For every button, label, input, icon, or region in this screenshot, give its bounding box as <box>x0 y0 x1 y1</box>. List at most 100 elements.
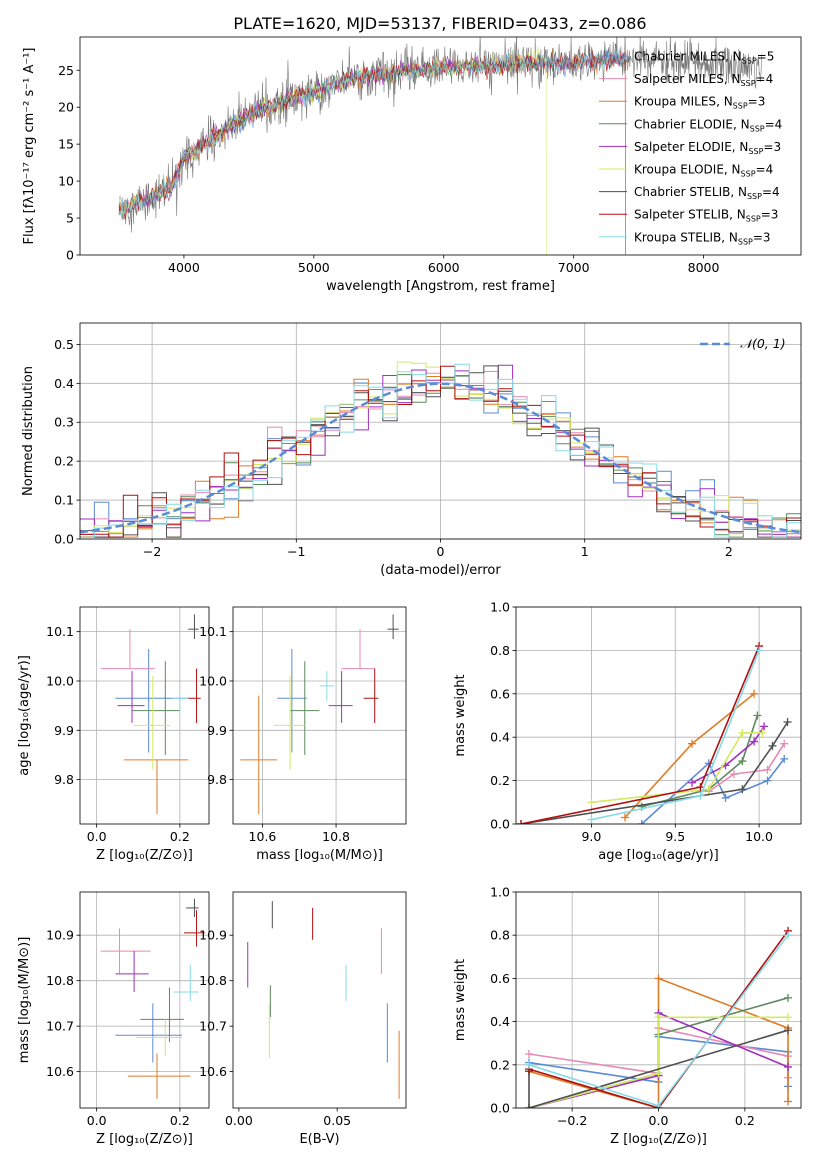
legend-nssp-sub: SSP <box>746 215 761 224</box>
legend-nssp-sub: SSP <box>738 237 753 246</box>
x-axis-label: Z [log₁₀(Z/Z⊙)] <box>610 1132 707 1147</box>
legend-model-name: Kroupa ELODIE <box>634 163 724 177</box>
y-tick-label: 0.6 <box>490 686 510 701</box>
errorbar-point <box>186 898 199 918</box>
legend-nssp-value: 4 <box>775 117 783 131</box>
weight-marker <box>750 737 759 746</box>
weight-marker <box>755 646 764 655</box>
y-tick-label: 1.0 <box>490 885 510 900</box>
y-axis-label: Flux [fλ10⁻¹⁷ erg cm⁻² s⁻¹ A⁻¹] <box>22 48 37 245</box>
x-tick-label: 0.0 <box>87 1113 107 1128</box>
legend-entry: Kroupa STELIB, NSSP=3 <box>634 230 771 246</box>
y-tick-label: 10.0 <box>46 673 74 688</box>
plot-area-residuals <box>80 361 801 538</box>
axes-frame <box>232 606 407 825</box>
panel-mass_vs_Z: 0.0 0.2 10.6 10.7 10.8 10.9 Z [log₁₀(Z/Z⊙)] mas… <box>17 891 210 1147</box>
axes-frame <box>79 606 210 825</box>
weight-marker <box>637 820 646 824</box>
y-tick-label: 10.1 <box>199 624 227 639</box>
legend-nssp-value: 3 <box>773 140 781 154</box>
grid-mass_vs_Z <box>80 892 209 1108</box>
y-tick-label: 0.4 <box>490 730 510 745</box>
errorbar-point <box>136 1019 182 1056</box>
errorbar-point <box>273 676 305 770</box>
weight-line <box>708 743 785 793</box>
histogram-8 <box>80 365 801 538</box>
weight-marker <box>753 711 762 720</box>
legend-nssp-sub: SSP <box>742 57 757 66</box>
weight-marker <box>784 1062 793 1071</box>
y-tick-label: 10.9 <box>199 928 227 943</box>
y-axis-label: mass weight <box>453 959 468 1041</box>
axes-frame <box>232 891 407 1109</box>
weight-marker <box>587 798 596 807</box>
x-tick-label: 0.2 <box>170 1113 190 1128</box>
spectrum-model-line <box>118 45 547 255</box>
errorbar-point <box>171 697 189 714</box>
legend-nssp-value: 5 <box>767 50 775 64</box>
x-tick-label: 0.0 <box>649 1113 669 1128</box>
y-tick-label: 0.1 <box>54 493 74 508</box>
weight-line <box>528 930 789 1108</box>
legend-model-name: Chabrier ELODIE <box>634 117 733 131</box>
figure-title: PLATE=1620, MJD=53137, FIBERID=0433, z=0… <box>233 14 646 33</box>
weight-marker <box>784 993 793 1002</box>
legend-nssp-prefix: , N <box>732 140 749 154</box>
legend-nssp-eq: = <box>761 208 771 222</box>
y-axis-label: Normed distribution <box>21 366 36 496</box>
errorbar-point <box>290 661 320 755</box>
y-tick-label: 0.0 <box>54 532 74 547</box>
errorbar-point <box>188 668 201 723</box>
axes-mass_vs_Z: 0.0 0.2 10.6 10.7 10.8 10.9 Z [log₁₀(Z/Z⊙)] mas… <box>17 891 210 1147</box>
panel-mass_vs_EBV: 0.00 0.05 10.6 10.7 10.8 10.9 E(B-V) <box>199 891 407 1147</box>
legend-nssp-eq: = <box>756 163 766 177</box>
axes-weight_vs_age: 9.0 9.5 10.0 0.0 0.2 0.4 0.6 0.8 1.0 age [log₁₀(a… <box>453 600 802 863</box>
legend-nssp-value: 4 <box>772 185 780 199</box>
x-tick-label: 9.5 <box>665 829 685 844</box>
weight-marker <box>688 739 697 748</box>
legend-entry: Kroupa ELODIE, NSSP=4 <box>634 163 773 179</box>
y-tick-label: 25 <box>58 63 74 78</box>
x-axis-label: (data-model)/error <box>380 563 501 578</box>
y-tick-label: 10.8 <box>199 973 227 988</box>
x-tick-label: 9.0 <box>581 829 601 844</box>
grid-age_vs_mass <box>233 607 406 824</box>
y-tick-label: 10.6 <box>46 1064 74 1079</box>
weight-marker <box>760 722 769 731</box>
legend-nssp-value: 3 <box>763 230 771 244</box>
x-tick-label: 10.6 <box>249 829 277 844</box>
plot-area-spectrum <box>118 37 763 255</box>
weight-marker <box>784 1097 793 1106</box>
errorbar-point <box>328 671 353 723</box>
weight-line <box>641 758 785 824</box>
legend-nssp-prefix: , N <box>724 163 741 177</box>
legend-nssp-prefix: , N <box>730 185 747 199</box>
weight-marker <box>524 1050 533 1058</box>
plot-area-weight_vs_Z <box>524 926 793 1108</box>
legend-nssp-sub: SSP <box>741 170 756 179</box>
x-tick-label: 0 <box>437 544 445 559</box>
residual-legend: 𝒩(0, 1) <box>700 336 786 351</box>
x-tick-label: −1 <box>287 544 305 559</box>
legend-nssp-value: 4 <box>766 163 774 177</box>
legend-entry: Chabrier STELIB, NSSP=4 <box>634 185 780 201</box>
y-tick-label: 0.0 <box>490 1101 510 1116</box>
axes-age_vs_Z: 0.0 0.2 9.8 9.9 10.0 10.1 Z [log₁₀(Z/Z⊙)] age [… <box>17 606 210 863</box>
weight-marker <box>654 1069 663 1078</box>
y-tick-label: 0.4 <box>490 1014 510 1029</box>
legend-nssp-sub: SSP <box>750 124 765 133</box>
x-tick-label: 0.00 <box>225 1113 253 1128</box>
y-tick-label: 0.2 <box>490 1057 510 1072</box>
weight-marker <box>738 728 747 737</box>
legend-entry: Salpeter MILES, NSSP=4 <box>634 72 773 88</box>
weight-marker <box>768 741 777 750</box>
legend-nssp-eq: = <box>748 95 758 109</box>
legend-nssp-prefix: , N <box>721 230 738 244</box>
weight-marker <box>688 778 697 787</box>
x-tick-label: 0.05 <box>323 1113 351 1128</box>
weight-marker <box>780 754 789 763</box>
weight-marker <box>738 757 747 766</box>
errorbar-point <box>277 648 307 753</box>
legend-entry: Kroupa MILES, NSSP=3 <box>634 95 765 111</box>
x-tick-label: 0.2 <box>170 829 190 844</box>
